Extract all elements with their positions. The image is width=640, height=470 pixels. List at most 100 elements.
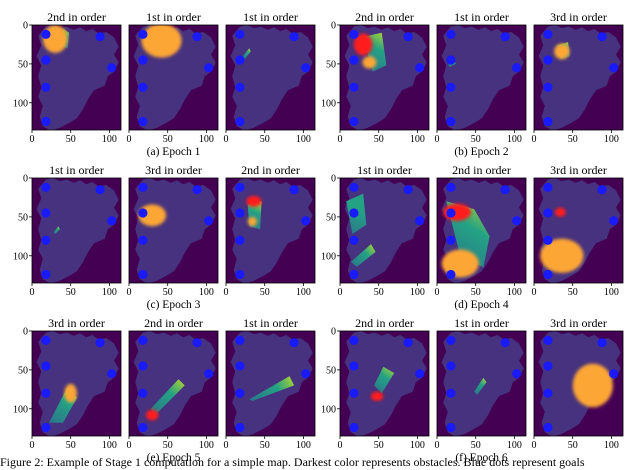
- goal-dot: [138, 236, 147, 245]
- x-tick-label: 0: [435, 440, 440, 451]
- figure-group-6: 2nd in order0 50 1000501001st in order0 50 1…: [321, 316, 623, 464]
- x-tick-label: 50: [374, 440, 384, 451]
- x-tick-label: 50: [260, 440, 270, 451]
- goal-dot: [543, 83, 552, 92]
- goal-dot: [96, 32, 105, 41]
- panel: 1st in order 0 50 100 0 50 100: [321, 163, 429, 298]
- goal-dot: [349, 423, 358, 432]
- x-tick-label: 0: [127, 440, 132, 451]
- goal-dot: [290, 185, 299, 194]
- goal-dot: [107, 63, 116, 72]
- goal-dot: [512, 63, 521, 72]
- x-tick-label: 100: [507, 287, 522, 298]
- goal-dot: [609, 369, 618, 378]
- panel-title: 2nd in order: [144, 316, 203, 330]
- goal-dot: [138, 208, 147, 217]
- goal-dot: [415, 369, 424, 378]
- panel: 3rd in order 0 50 100 0 50 100: [13, 316, 121, 451]
- goal-dot: [138, 117, 147, 126]
- goal-dot: [41, 389, 50, 398]
- goal-dot: [138, 55, 147, 64]
- x-tick-label: 0: [532, 134, 537, 145]
- goal-dot: [609, 216, 618, 225]
- goal-dot: [193, 32, 202, 41]
- x-tick-label: 100: [410, 440, 425, 451]
- y-tick-label: 50: [18, 365, 28, 376]
- x-tick-label: 50: [471, 440, 481, 451]
- goal-dot: [349, 270, 358, 279]
- goal-dot: [138, 361, 147, 370]
- x-tick-label: 0: [435, 134, 440, 145]
- goal-dot: [41, 208, 50, 217]
- goal-dot: [204, 63, 213, 72]
- goal-dot: [301, 369, 310, 378]
- goal-dot: [349, 236, 358, 245]
- orange-region: [362, 56, 376, 68]
- goal-dot: [290, 32, 299, 41]
- red-region: [555, 208, 566, 217]
- goal-dot: [235, 336, 244, 345]
- x-tick-label: 0: [224, 440, 229, 451]
- goal-dot: [446, 236, 455, 245]
- panel-title: 2nd in order: [355, 316, 414, 330]
- x-tick-label: 50: [260, 134, 270, 145]
- x-tick-label: 0: [532, 440, 537, 451]
- panel-title: 2nd in order: [47, 10, 106, 24]
- goal-dot: [543, 30, 552, 39]
- x-tick-label: 100: [296, 440, 311, 451]
- goal-dot: [41, 83, 50, 92]
- goal-dot: [235, 30, 244, 39]
- x-tick-label: 0: [127, 287, 132, 298]
- x-tick-label: 100: [604, 287, 619, 298]
- panel-title: 3rd in order: [550, 316, 607, 330]
- panel-title: 1st in order: [454, 316, 509, 330]
- goal-dot: [543, 183, 552, 192]
- x-tick-label: 50: [471, 287, 481, 298]
- goal-dot: [138, 423, 147, 432]
- goal-dot: [349, 336, 358, 345]
- goal-dot: [446, 423, 455, 432]
- y-tick-label: 0: [331, 21, 336, 32]
- panel-title: 1st in order: [243, 316, 298, 330]
- x-tick-label: 0: [127, 134, 132, 145]
- x-tick-label: 0: [435, 287, 440, 298]
- goal-dot: [41, 236, 50, 245]
- y-tick-label: 50: [326, 59, 336, 70]
- goal-dot: [404, 32, 413, 41]
- goal-dot: [235, 423, 244, 432]
- x-tick-label: 50: [163, 287, 173, 298]
- goal-dot: [349, 361, 358, 370]
- subfigure-caption: (b) Epoch 2: [454, 146, 509, 158]
- x-tick-label: 50: [568, 440, 578, 451]
- goal-dot: [193, 338, 202, 347]
- goal-dot: [404, 185, 413, 194]
- goal-dot: [107, 216, 116, 225]
- goal-dot: [41, 336, 50, 345]
- goal-dot: [301, 63, 310, 72]
- goal-dot: [138, 83, 147, 92]
- goal-dot: [512, 216, 521, 225]
- goal-dot: [543, 389, 552, 398]
- goal-dot: [41, 423, 50, 432]
- panel-title: 2nd in order: [355, 10, 414, 24]
- x-tick-label: 100: [102, 287, 117, 298]
- x-tick-label: 0: [224, 287, 229, 298]
- goal-dot: [138, 30, 147, 39]
- goal-dot: [446, 183, 455, 192]
- y-tick-label: 100: [321, 251, 336, 262]
- y-tick-label: 100: [321, 98, 336, 109]
- goal-dot: [235, 208, 244, 217]
- panel: 2nd in order 0 50 100: [224, 163, 316, 298]
- x-tick-label: 50: [163, 440, 173, 451]
- subfigure-caption: (a) Epoch 1: [147, 146, 201, 158]
- panel-title: 1st in order: [357, 163, 412, 177]
- goal-dot: [138, 183, 147, 192]
- panel-title: 3rd in order: [550, 10, 607, 24]
- goal-dot: [96, 338, 105, 347]
- subfigure-caption: (d) Epoch 4: [454, 299, 509, 311]
- goal-dot: [235, 236, 244, 245]
- x-tick-label: 100: [102, 440, 117, 451]
- panel: 3rd in order 0 50 100: [127, 163, 219, 298]
